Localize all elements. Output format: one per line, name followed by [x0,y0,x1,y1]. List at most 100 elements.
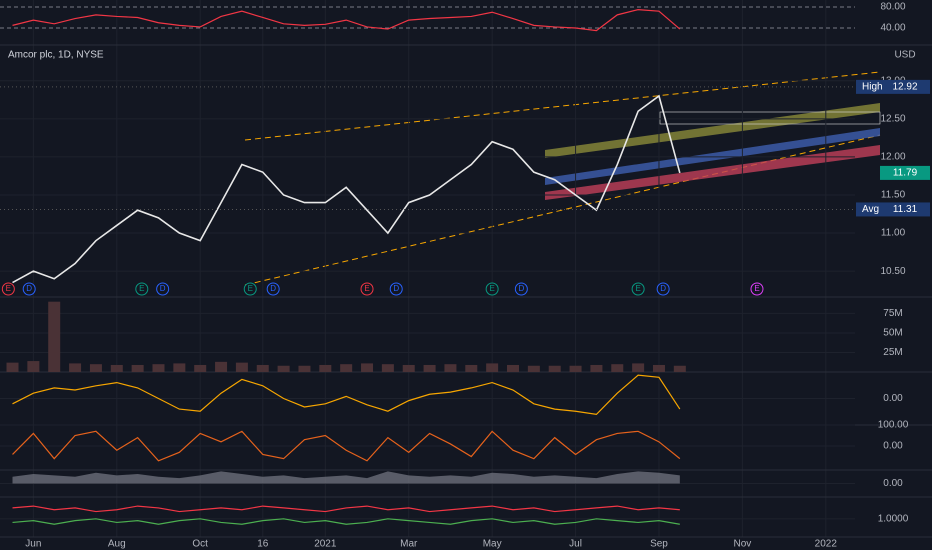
line [12,518,680,525]
volume-bar [527,365,540,372]
y-tick-label: 0.00 [883,478,903,489]
y-tick-label: 50M [883,328,902,339]
volume-bar [611,364,624,372]
trend-band [545,145,880,200]
volume-bar [152,364,165,372]
event-label: D [26,284,32,293]
volume-bar [465,364,478,372]
price-tag-label: High [862,82,883,93]
x-tick-label: Nov [733,539,751,550]
event-marker [266,282,280,296]
price-tag [856,202,930,217]
volume-bar [298,365,311,372]
volume-bar [361,363,374,372]
volume-bar [173,363,186,372]
event-label: D [518,284,524,293]
volume-bar [110,364,123,372]
volume-bar [277,365,290,372]
y-tick-label: 25M [883,347,902,358]
volume-bar [27,361,40,372]
event-label: D [660,284,666,293]
volume-bar [69,363,82,372]
y-tick-label: 12.50 [880,113,905,124]
volume-bar [402,364,415,372]
volume-bar [652,364,665,372]
y-tick-label: 11.00 [881,228,906,239]
volume-bar [256,364,269,372]
x-tick-label: 16 [257,539,269,550]
range-box [659,111,881,125]
volume-bar [590,364,603,372]
last-price-box [880,165,930,180]
volume-bar [444,364,457,372]
volume-bar [486,363,499,372]
y-tick-label: 0.00 [883,441,903,452]
currency: USD [894,50,915,61]
volume-bar [548,365,561,372]
y-tick-label: 100.00 [878,420,909,431]
x-tick-label: Sep [650,539,668,550]
event-label: E [635,284,640,293]
x-tick-label: Jul [569,539,582,550]
event-marker [135,282,149,296]
y-tick-label: 75M [883,308,902,319]
event-label: E [6,284,11,293]
event-marker [631,282,645,296]
price-tag-value: 12.92 [892,82,917,93]
volume-bar [48,301,61,372]
line [12,374,681,416]
event-label: E [139,284,144,293]
trend-band [545,103,880,158]
x-tick-label: Mar [400,539,418,550]
line [12,430,681,462]
volume-bar [673,365,686,372]
area [12,471,680,484]
event-marker [750,282,764,296]
event-label: D [393,284,399,293]
line [12,505,680,513]
volume-bar [194,364,207,372]
event-label: D [270,284,276,293]
price-tag-label: Avg [862,204,879,215]
event-marker [656,282,670,296]
volume-bar [423,364,436,372]
price-tag [856,79,930,94]
volume-bar [6,362,19,372]
y-tick-label: 1.0000 [878,513,909,524]
event-marker [243,282,257,296]
last-price: 11.79 [893,168,918,179]
line [12,94,681,284]
event-marker [514,282,528,296]
y-tick-label: 11.50 [881,190,906,201]
event-marker [485,282,499,296]
volume-bar [569,365,582,372]
volume-bar [632,363,645,372]
event-marker [22,282,36,296]
event-label: E [248,284,253,293]
volume-bar [89,364,102,372]
symbol-title: Amcor plc, 1D, NYSE [8,50,104,61]
price-tag-value: 11.31 [893,204,918,215]
x-tick-label: Oct [192,539,208,550]
event-marker [389,282,403,296]
y-tick-label: 80.00 [880,2,905,13]
line [12,9,681,32]
volume-bar [507,364,519,372]
x-tick-label: May [483,539,502,550]
event-marker [156,282,170,296]
x-tick-label: Aug [108,539,126,550]
volume-bar [235,362,248,372]
channel-line [244,71,881,141]
volume-bar [319,364,332,372]
event-label: E [754,284,759,293]
x-tick-label: 2021 [314,539,337,550]
event-label: E [364,284,369,293]
event-label: D [160,284,166,293]
y-tick-label: 10.50 [880,266,905,277]
event-marker [360,282,374,296]
volume-bar [131,364,144,372]
event-marker [1,282,15,296]
